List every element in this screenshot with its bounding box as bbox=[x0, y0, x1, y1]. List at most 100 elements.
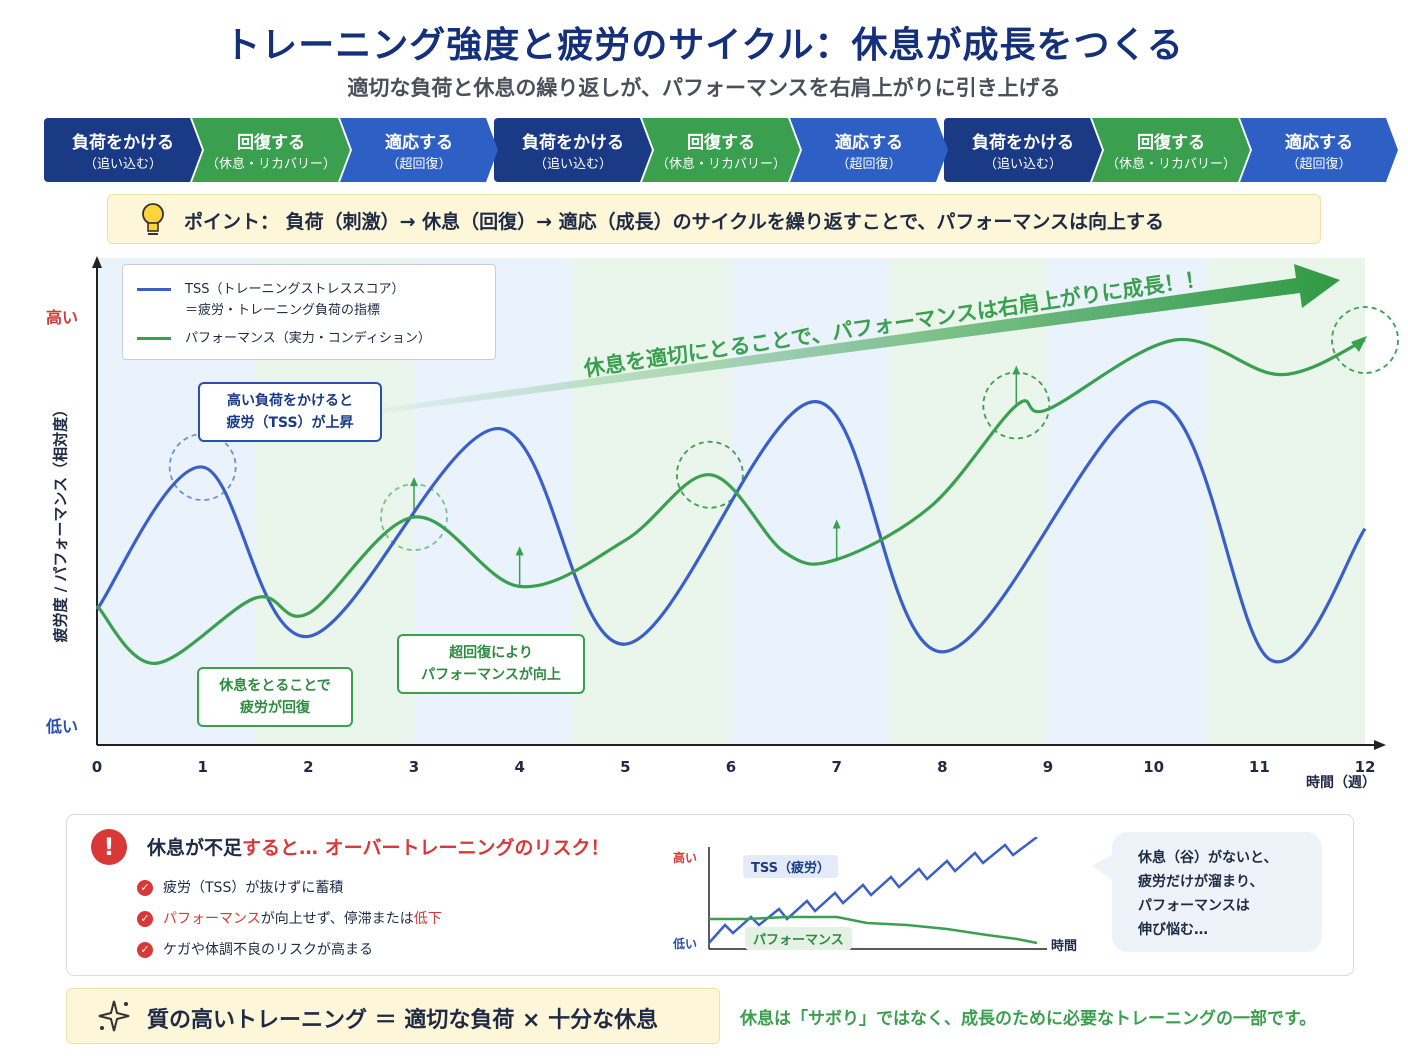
cycle-step: 回復する （休息・リカバリー） bbox=[192, 118, 350, 182]
risk-item-highlight: パフォーマンス bbox=[163, 911, 261, 927]
risk-item-text: ケガや体調不良のリスクが高まる bbox=[163, 942, 373, 958]
recovery-arrow-head bbox=[832, 519, 841, 529]
x-axis-title: 時間（週） bbox=[1306, 775, 1376, 791]
x-tick-label: 3 bbox=[409, 758, 419, 776]
recovery-arrow-head bbox=[1012, 365, 1021, 375]
page-subtitle: 適切な負荷と休息の繰り返しが、パフォーマンスを右肩上がりに引き上げる bbox=[347, 76, 1061, 100]
lightbulb-icon bbox=[142, 203, 164, 235]
legend-tss-label: TSS（トレーニングストレススコア） bbox=[185, 282, 405, 297]
risk-title-a: 休息が不足 bbox=[147, 837, 243, 859]
highlight-circle bbox=[675, 440, 744, 509]
cycle-step-sub: （休息・リカバリー） bbox=[205, 157, 336, 172]
cycle-step-sub: （休息・リカバリー） bbox=[1105, 157, 1236, 172]
x-tick-label: 5 bbox=[620, 758, 630, 776]
risk-item: ✓ パフォーマンスが向上せず、停滞または低下 bbox=[137, 908, 442, 928]
formula-text: 質の高いトレーニング ＝ 適切な負荷 × 十分な休息 bbox=[147, 1008, 659, 1033]
sparkle-icon bbox=[98, 1000, 130, 1032]
callout-high-load: 高い負荷をかけると 疲労（TSS）が上昇 bbox=[198, 382, 382, 442]
cycle-step-label: 回復する bbox=[687, 133, 755, 153]
x-axis-arrow bbox=[1374, 740, 1386, 750]
x-tick-label: 7 bbox=[831, 758, 841, 776]
cycle-step: 負荷をかける （追い込む） bbox=[44, 118, 202, 182]
check-icon: ✓ bbox=[137, 942, 153, 958]
cycle-step: 回復する （休息・リカバリー） bbox=[1092, 118, 1250, 182]
chart-legend: TSS（トレーニングストレススコア） ＝疲労・トレーニング負荷の指標 パフォーマ… bbox=[122, 264, 496, 360]
mini-low-label: 低い bbox=[673, 937, 698, 951]
phase-band bbox=[1206, 258, 1365, 745]
risk-item: ✓ 疲労（TSS）が抜けずに蓄積 bbox=[137, 877, 343, 897]
tss-line bbox=[95, 399, 1367, 664]
point-text: ポイント： 負荷（刺激）→ 休息（回復）→ 適応（成長）のサイクルを繰り返すこと… bbox=[184, 211, 1165, 233]
mini-perf-line bbox=[709, 915, 1038, 945]
y-low-label: 低い bbox=[46, 717, 79, 736]
speech-line: 疲労だけが溜まり、 bbox=[1138, 874, 1264, 890]
cycle-step: 負荷をかける （追い込む） bbox=[944, 118, 1102, 182]
callout-rest: 休息をとることで 疲労が回復 bbox=[197, 667, 353, 727]
callout-high-load-line1: 高い負荷をかけると bbox=[227, 393, 353, 409]
risk-item-text: 疲労（TSS）が抜けずに蓄積 bbox=[163, 880, 344, 896]
phase-band bbox=[572, 258, 731, 745]
page-title: トレーニング強度と疲労のサイクル：休息が成長をつくる bbox=[224, 25, 1184, 66]
phase-band bbox=[731, 258, 890, 745]
cycle-step-label: 回復する bbox=[1137, 133, 1205, 153]
x-tick-label: 10 bbox=[1143, 758, 1164, 776]
cycle-step: 適応する （超回復） bbox=[790, 118, 948, 182]
callout-rest-line2: 疲労が回復 bbox=[240, 700, 310, 716]
performance-arrow-head bbox=[1351, 336, 1367, 352]
y-axis-title: 疲労度 / パフォーマンス（相対度） bbox=[51, 401, 70, 643]
cycle-step: 負荷をかける （追い込む） bbox=[494, 118, 652, 182]
cycle-step: 回復する （休息・リカバリー） bbox=[642, 118, 800, 182]
cycle-step-sub: （追い込む） bbox=[83, 157, 162, 172]
x-tick-label: 0 bbox=[92, 758, 102, 776]
cycle-step-sub: （超回復） bbox=[386, 157, 452, 172]
callout-super-line2: パフォーマンスが向上 bbox=[421, 667, 561, 683]
cycle-step-sub: （超回復） bbox=[836, 157, 902, 172]
mini-tss-label: TSS（疲労） bbox=[743, 855, 839, 878]
cycle-step-sub: （追い込む） bbox=[983, 157, 1062, 172]
speech-line: パフォーマンスは bbox=[1138, 898, 1250, 914]
cycle-step-label: 負荷をかける bbox=[972, 133, 1074, 153]
x-tick-label: 11 bbox=[1249, 758, 1270, 776]
y-high-label: 高い bbox=[46, 308, 79, 327]
growth-arrow bbox=[382, 264, 1340, 413]
mini-x-label: 時間 bbox=[1051, 939, 1078, 954]
warning-icon: ! bbox=[91, 829, 127, 865]
cycle-step-label: 回復する bbox=[237, 133, 305, 153]
highlight-circle bbox=[1331, 306, 1399, 374]
cycle-step: 適応する （超回復） bbox=[1240, 118, 1398, 182]
x-tick-label: 12 bbox=[1355, 758, 1376, 776]
mini-perf-label: パフォーマンス bbox=[745, 927, 852, 950]
speech-line: 伸び悩む… bbox=[1138, 922, 1208, 938]
mini-high-label: 高い bbox=[673, 851, 698, 865]
legend-tss-sub: ＝疲労・トレーニング負荷の指標 bbox=[185, 303, 381, 318]
legend-tss-swatch bbox=[137, 288, 171, 291]
speech-bubble: 休息（谷）がないと、 疲労だけが溜まり、 パフォーマンスは 伸び悩む… bbox=[1092, 832, 1322, 952]
formula-banner: 質の高いトレーニング ＝ 適切な負荷 × 十分な休息 bbox=[66, 988, 720, 1044]
cycle-step-sub: （追い込む） bbox=[533, 157, 612, 172]
cycle-step: 適応する （超回復） bbox=[340, 118, 498, 182]
callout-super: 超回復により パフォーマンスが向上 bbox=[397, 634, 585, 694]
risk-item: ✓ ケガや体調不良のリスクが高まる bbox=[137, 939, 373, 959]
overtraining-mini-chart bbox=[708, 837, 1047, 950]
phase-band bbox=[1048, 258, 1207, 745]
legend-perf: パフォーマンス（実力・コンディション） bbox=[137, 327, 431, 346]
cycle-step-label: 負荷をかける bbox=[72, 133, 174, 153]
footer-note: 休息は「サボり」ではなく、成長のために必要なトレーニングの一部です。 bbox=[740, 1009, 1317, 1029]
x-tick-label: 6 bbox=[726, 758, 736, 776]
callout-super-line1: 超回復により bbox=[449, 645, 533, 661]
point-banner: ポイント： 負荷（刺激）→ 休息（回復）→ 適応（成長）のサイクルを繰り返すこと… bbox=[107, 194, 1321, 244]
legend-tss: TSS（トレーニングストレススコア） bbox=[137, 278, 404, 297]
cycle-step-label: 適応する bbox=[835, 133, 903, 153]
risk-item-highlight-end: 低下 bbox=[413, 911, 442, 927]
x-tick-label: 8 bbox=[937, 758, 947, 776]
legend-perf-label: パフォーマンス（実力・コンディション） bbox=[185, 331, 431, 346]
cycle-step-label: 適応する bbox=[1285, 133, 1353, 153]
x-tick-label: 2 bbox=[303, 758, 313, 776]
x-tick-label: 9 bbox=[1043, 758, 1053, 776]
recovery-arrow-head bbox=[515, 546, 524, 556]
callout-high-load-line2: 疲労（TSS）が上昇 bbox=[226, 415, 354, 431]
cycle-step-label: 負荷をかける bbox=[522, 133, 624, 153]
performance-line bbox=[95, 337, 1366, 666]
risk-item-text: が向上せず、停滞または bbox=[260, 911, 414, 927]
risk-title: 休息が不足すると… オーバートレーニングのリスク！ bbox=[147, 833, 609, 860]
